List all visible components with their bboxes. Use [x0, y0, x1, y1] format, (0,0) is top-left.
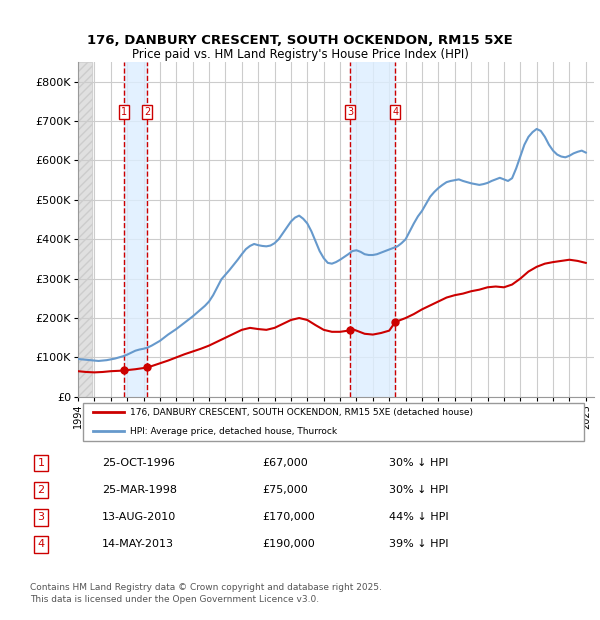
- Text: Price paid vs. HM Land Registry's House Price Index (HPI): Price paid vs. HM Land Registry's House …: [131, 48, 469, 61]
- Text: 3: 3: [38, 512, 44, 522]
- Text: 2: 2: [144, 107, 151, 117]
- Bar: [78, 62, 92, 397]
- Text: 13-AUG-2010: 13-AUG-2010: [102, 512, 176, 522]
- Text: 25-OCT-1996: 25-OCT-1996: [102, 458, 175, 468]
- Text: £190,000: £190,000: [262, 539, 314, 549]
- Text: 4: 4: [392, 107, 398, 117]
- Text: 176, DANBURY CRESCENT, SOUTH OCKENDON, RM15 5XE (detached house): 176, DANBURY CRESCENT, SOUTH OCKENDON, R…: [130, 407, 473, 417]
- Text: £75,000: £75,000: [262, 485, 308, 495]
- Text: 14-MAY-2013: 14-MAY-2013: [102, 539, 174, 549]
- Text: 30% ↓ HPI: 30% ↓ HPI: [389, 458, 448, 468]
- Text: Contains HM Land Registry data © Crown copyright and database right 2025.: Contains HM Land Registry data © Crown c…: [30, 583, 382, 592]
- Text: 1: 1: [121, 107, 127, 117]
- Text: 176, DANBURY CRESCENT, SOUTH OCKENDON, RM15 5XE: 176, DANBURY CRESCENT, SOUTH OCKENDON, R…: [87, 34, 513, 47]
- FancyBboxPatch shape: [83, 403, 584, 441]
- Text: 1: 1: [38, 458, 44, 468]
- Text: 2: 2: [37, 485, 44, 495]
- Bar: [124, 62, 147, 397]
- Text: 39% ↓ HPI: 39% ↓ HPI: [389, 539, 448, 549]
- Text: This data is licensed under the Open Government Licence v3.0.: This data is licensed under the Open Gov…: [30, 595, 319, 604]
- Text: 25-MAR-1998: 25-MAR-1998: [102, 485, 177, 495]
- Text: £170,000: £170,000: [262, 512, 314, 522]
- Text: 4: 4: [37, 539, 44, 549]
- Text: £67,000: £67,000: [262, 458, 308, 468]
- Bar: [350, 62, 395, 397]
- Text: 44% ↓ HPI: 44% ↓ HPI: [389, 512, 448, 522]
- Text: HPI: Average price, detached house, Thurrock: HPI: Average price, detached house, Thur…: [130, 427, 337, 436]
- Text: 30% ↓ HPI: 30% ↓ HPI: [389, 485, 448, 495]
- Bar: [78, 62, 92, 397]
- Text: 3: 3: [347, 107, 353, 117]
